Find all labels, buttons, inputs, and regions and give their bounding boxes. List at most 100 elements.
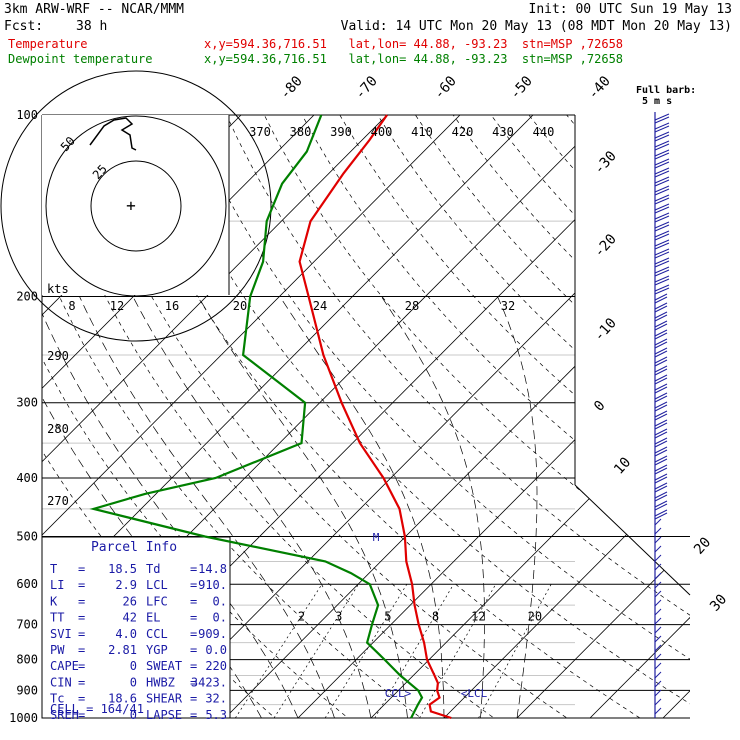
wind-barb	[654, 149, 670, 157]
wind-barb	[654, 347, 668, 355]
mixing-ratio-line	[273, 584, 359, 718]
parcel-cell: CELL = 164/41	[50, 702, 144, 716]
wind-barb	[654, 185, 670, 193]
hodo-speed-label: 12	[110, 299, 124, 313]
dry-adiabat-line	[150, 115, 690, 718]
wind-barb	[654, 116, 670, 124]
wind-barb	[654, 386, 668, 394]
mixing-ratio-label: 8	[432, 610, 439, 624]
annotation-label: M	[373, 531, 380, 544]
pressure-tick-label: 1000	[9, 711, 38, 725]
wind-barb	[654, 314, 668, 322]
pressure-tick-label: 400	[16, 471, 38, 485]
pressure-tick-label: 600	[16, 577, 38, 591]
parcel-eq: =	[190, 578, 197, 592]
parcel-label: T	[50, 562, 57, 576]
theta-low-label: 290	[47, 349, 69, 363]
wind-barb	[654, 338, 668, 346]
wind-barb	[654, 404, 668, 412]
hodograph-unit-label: kts	[47, 282, 69, 296]
wind-barb	[654, 224, 670, 232]
dry-adiabat-line	[226, 115, 690, 718]
parcel-label: SWEAT	[146, 659, 182, 673]
parcel-value: 32.	[205, 692, 227, 706]
parcel-label: YGP	[146, 643, 168, 657]
isotherm-line	[151, 115, 690, 718]
mixing-ratio-line	[419, 584, 497, 718]
pressure-tick-label: 300	[16, 396, 38, 410]
init-time: Init: 00 UTC Sun 19 May 13	[528, 2, 733, 17]
dry-adiabat-line	[42, 115, 439, 718]
wind-barb	[654, 179, 670, 187]
theta-low-label: 270	[47, 494, 69, 508]
isotherm-label: -30	[591, 148, 620, 178]
isotherm-label: -40	[585, 73, 614, 103]
wind-barb	[654, 455, 668, 463]
dry-adiabat-line	[263, 115, 690, 718]
annotation-label: <LCL	[461, 687, 488, 700]
pressure-tick-label: 900	[16, 683, 38, 697]
wind-barb	[654, 350, 668, 358]
wind-barb	[654, 662, 662, 670]
parcel-label: EL	[146, 611, 160, 625]
wind-legend-title: Full barb:	[636, 85, 696, 96]
wind-barb	[654, 113, 670, 121]
parcel-label: LFC	[146, 594, 168, 608]
parcel-label: TT	[50, 611, 64, 625]
isotherm-label: 0	[591, 398, 609, 415]
parcel-label: LI	[50, 578, 64, 592]
sounding-profiles	[89, 114, 452, 720]
dry-adiabat-line	[490, 115, 690, 718]
theta-label: 420	[452, 125, 474, 139]
wind-barb	[654, 239, 670, 247]
parcel-label: K	[50, 594, 58, 608]
parcel-label: CAPE	[50, 659, 79, 673]
wind-barb	[654, 329, 668, 337]
parcel-label: PW	[50, 643, 65, 657]
wind-barb	[654, 707, 662, 715]
parcel-value: 4.0	[115, 627, 137, 641]
theta-label: 380	[290, 125, 312, 139]
wind-barb	[654, 680, 662, 688]
wind-barb	[654, 395, 668, 403]
parcel-value: 5.3	[205, 708, 227, 722]
hodograph-center-mark: +	[126, 196, 136, 215]
parcel-value: 220	[205, 659, 227, 673]
parcel-eq: =	[190, 692, 197, 706]
parcel-value: 0	[130, 708, 137, 722]
wind-barb	[654, 413, 668, 421]
hodo-speed-label: 8	[68, 299, 75, 313]
parcel-value: 0.	[213, 594, 227, 608]
isotherm-label: -80	[277, 73, 306, 103]
wind-barb	[654, 428, 668, 436]
temperature-profile	[298, 114, 452, 720]
wind-barb	[654, 134, 670, 142]
dry-adiabat-line	[339, 115, 690, 718]
wind-barb	[654, 437, 668, 445]
wind-barb	[654, 527, 662, 535]
dry-adiabat-line	[188, 115, 690, 718]
pressure-tick-label: 200	[16, 290, 38, 304]
hodo-speed-label: 24	[313, 299, 327, 313]
wind-barb	[654, 473, 668, 481]
pressure-tick-label: 100	[16, 108, 38, 122]
parcel-title: Parcel Info	[91, 540, 177, 555]
wind-barb	[654, 152, 670, 160]
wind-barb	[654, 482, 668, 490]
wind-barb	[654, 143, 670, 151]
dry-adiabat-line	[566, 115, 690, 718]
wind-barb	[654, 197, 670, 205]
pressure-tick-label: 800	[16, 653, 38, 667]
wind-barb	[654, 242, 670, 250]
wind-barb	[654, 458, 668, 466]
wind-barb	[654, 365, 668, 373]
wind-barbs-column	[654, 112, 670, 718]
wind-barb	[654, 491, 668, 499]
parcel-eq: =	[78, 675, 85, 689]
hodo-speed-label: 16	[165, 299, 179, 313]
pressure-tick-label: 500	[16, 529, 38, 543]
wind-barb	[654, 125, 670, 133]
hodo-speed-label: 32	[501, 299, 515, 313]
dry-adiabat-line	[74, 115, 587, 718]
